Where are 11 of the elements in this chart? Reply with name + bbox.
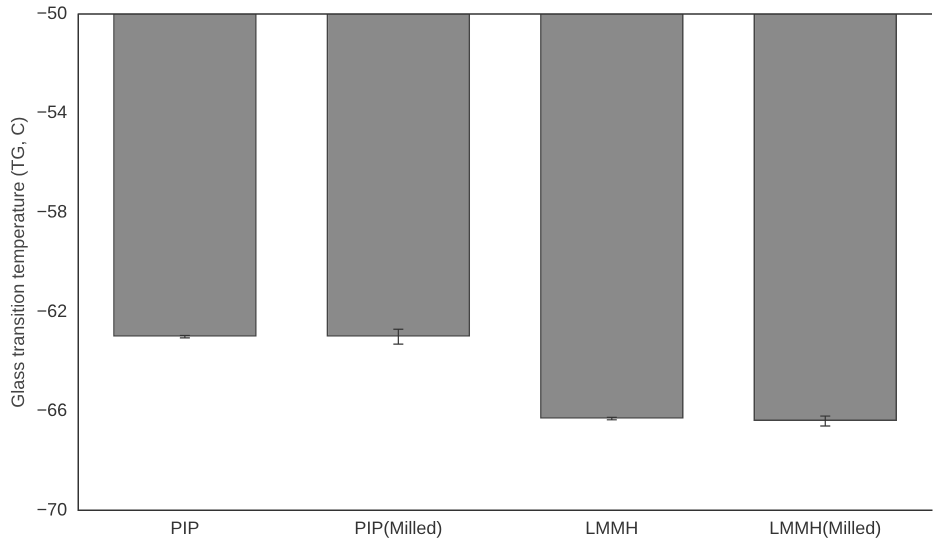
- x-tick-label: PIP(Milled): [354, 518, 442, 538]
- y-tick-label: −66: [36, 400, 68, 420]
- y-tick-label: −62: [36, 300, 68, 321]
- x-tick-label: LMMH: [585, 518, 638, 538]
- y-tick-label: −50: [36, 2, 68, 23]
- y-tick-label: −54: [36, 102, 68, 122]
- x-tick-label: LMMH(Milled): [769, 518, 882, 538]
- x-tick-label: PIP: [170, 518, 200, 538]
- y-axis-title: Glass transition temperature (TG, C): [8, 116, 28, 408]
- y-tick-label: −58: [36, 202, 68, 222]
- y-tick-label: −70: [36, 499, 68, 520]
